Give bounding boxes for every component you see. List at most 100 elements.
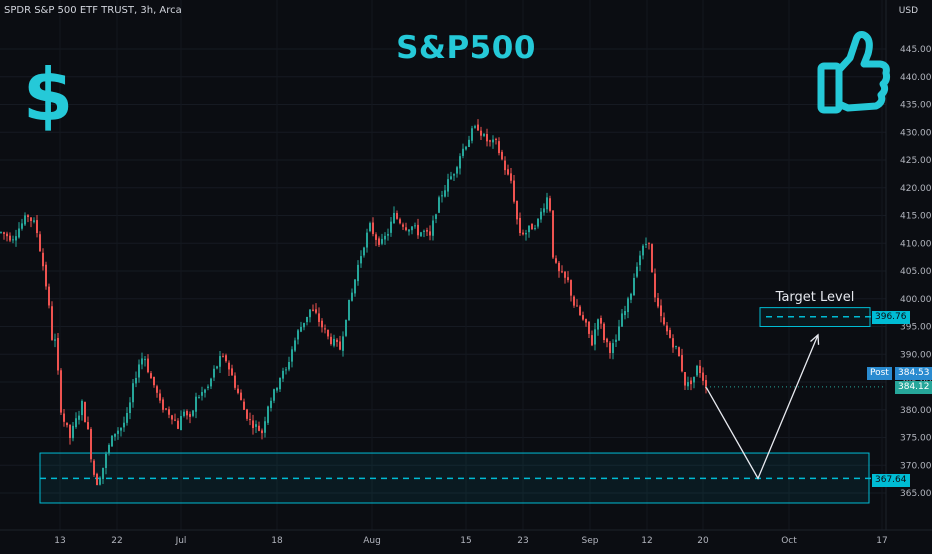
candle-body (240, 392, 242, 400)
candle-body (288, 362, 290, 370)
y-tick-label: 400.00 (900, 295, 932, 305)
x-tick-label: 15 (460, 536, 471, 546)
svg-text:$: $ (23, 53, 73, 137)
candle-body (87, 422, 89, 430)
candle-body (525, 232, 527, 235)
candle-body (432, 220, 434, 236)
candle-body (114, 433, 116, 437)
candle-body (84, 402, 86, 423)
x-tick-label: Sep (582, 536, 599, 546)
target-level-label: Target Level (775, 290, 855, 305)
candle-body (453, 174, 455, 176)
candle-body (615, 339, 617, 342)
candle-body (519, 217, 521, 234)
candle-body (162, 399, 164, 410)
candle-body (237, 388, 239, 393)
overlay-layer (705, 333, 886, 480)
candle-body (123, 422, 125, 428)
candle-body (627, 298, 629, 313)
candle-body (135, 378, 137, 384)
candle-body (690, 380, 692, 385)
candle-body (501, 151, 503, 160)
candle-body (492, 139, 494, 143)
candle-body (174, 419, 176, 421)
candle-body (21, 223, 23, 229)
candle-body (555, 258, 557, 263)
candle-body (477, 124, 479, 131)
candle-body (246, 409, 248, 419)
candle-body (360, 256, 362, 264)
candle-body (180, 416, 182, 431)
x-tick-label: Aug (363, 536, 381, 546)
candle-body (171, 415, 173, 420)
candle-body (15, 236, 17, 241)
candle-body (291, 349, 293, 362)
candle-body (366, 232, 368, 248)
candle-body (588, 321, 590, 334)
candle-body (273, 389, 275, 401)
candle-body (216, 366, 218, 369)
candle-body (228, 362, 230, 370)
candle-body (630, 293, 632, 300)
candle-body (285, 369, 287, 371)
candle-body (633, 277, 635, 296)
candle-body (204, 389, 206, 393)
candle-body (663, 317, 665, 325)
candle-body (459, 156, 461, 169)
support-zone[interactable] (39, 452, 870, 504)
candle-body (468, 139, 470, 148)
y-tick-label: 390.00 (900, 350, 932, 360)
candle-body (63, 413, 65, 422)
candle-body (705, 380, 707, 389)
candle-body (594, 329, 596, 345)
candle-body (111, 435, 113, 447)
candle-body (384, 235, 386, 240)
candle-body (102, 467, 104, 479)
candle-body (666, 325, 668, 332)
candle-body (105, 453, 107, 469)
last-price-tag: 384.12 (895, 381, 932, 394)
candle-body (375, 234, 377, 240)
candle-body (405, 227, 407, 231)
candle-body (312, 309, 314, 311)
candle-body (504, 160, 506, 171)
candle-body (222, 356, 224, 358)
candle-body (456, 167, 458, 174)
candle-body (138, 364, 140, 378)
candle-body (582, 315, 584, 320)
zone-layer (39, 307, 886, 504)
candle-body (591, 335, 593, 346)
post-price-tag: 384.53 (895, 367, 932, 380)
candle-body (648, 242, 650, 244)
candle-body (621, 313, 623, 327)
candle-body (618, 326, 620, 341)
candle-body (66, 422, 68, 426)
candle-body (9, 235, 11, 241)
candle-body (78, 415, 80, 420)
x-tick-label: 22 (111, 536, 122, 546)
x-tick-label: 12 (641, 536, 652, 546)
candle-body (573, 296, 575, 306)
dollar-icon: $ (23, 53, 73, 137)
candle-body (378, 238, 380, 245)
candle-body (348, 299, 350, 321)
y-tick-label: 365.00 (900, 489, 932, 499)
candle-body (345, 319, 347, 336)
candle-body (636, 266, 638, 277)
candle-body (75, 418, 77, 428)
projection-path[interactable] (705, 334, 819, 480)
x-tick-label: Oct (781, 536, 797, 546)
candle-body (696, 365, 698, 376)
candle-body (309, 309, 311, 318)
candle-body (342, 336, 344, 351)
candle-body (438, 197, 440, 213)
candle-body (318, 313, 320, 322)
candle-body (489, 140, 491, 142)
candle-body (279, 377, 281, 390)
candle-body (57, 337, 59, 371)
candle-body (462, 148, 464, 156)
candle-body (33, 220, 35, 222)
candle-body (213, 368, 215, 378)
